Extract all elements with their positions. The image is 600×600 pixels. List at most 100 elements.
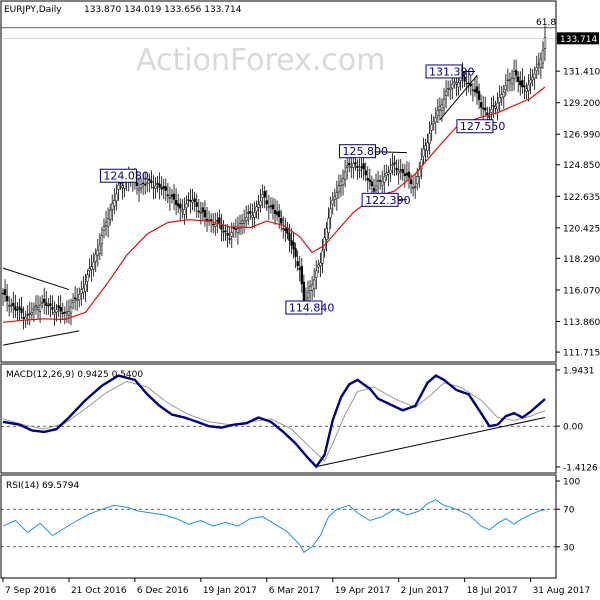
price-bar-body [387, 172, 390, 175]
price-bar-body [506, 79, 510, 82]
symbol-timeframe: EURJPY,Daily [4, 5, 62, 15]
price-bar-body [475, 86, 479, 94]
price-bar-body [24, 316, 27, 321]
ohlc-readout: 133.870 134.019 133.656 133.714 [84, 5, 242, 15]
price-bar-body [20, 308, 23, 313]
price-bar-body [535, 67, 538, 72]
price-bar-body [61, 312, 64, 314]
price-bar-body [113, 200, 116, 207]
price-annotation-label: 125.800 [342, 145, 388, 158]
price-bar-body [288, 233, 291, 241]
price-bar-body [356, 165, 359, 169]
price-bar-body [492, 105, 495, 107]
price-bar-body [533, 73, 536, 79]
price-bar-body [5, 295, 9, 302]
price-bar-body [236, 228, 240, 234]
price-bar-body [220, 225, 223, 230]
price-ytick-label: 113.860 [563, 318, 600, 328]
price-bar-body [8, 305, 11, 307]
price-bar-body [292, 241, 295, 250]
price-bar-body [321, 250, 324, 264]
macd-panel-frame [0, 363, 557, 474]
price-bar-body [255, 206, 258, 212]
price-annotation-box [425, 64, 463, 79]
price-bar-body [187, 199, 190, 201]
xtick-label: 18 Jul 2017 [467, 586, 518, 596]
price-bar-body [34, 305, 38, 307]
price-bar-body [14, 306, 17, 311]
trendline-triangle-upper [2, 267, 70, 291]
price-bar-body [490, 108, 493, 113]
price-bar-body [135, 182, 139, 187]
price-bar-body [543, 37, 547, 50]
price-bar-body [181, 209, 184, 212]
price-bar-body [527, 84, 530, 92]
price-bar-body [30, 312, 34, 315]
price-bar-body [209, 219, 213, 221]
price-bar-body [160, 187, 163, 190]
price-bar-body [16, 309, 19, 311]
price-bar-body [521, 80, 524, 88]
price-bar-body [391, 164, 394, 167]
price-bar-body [226, 233, 229, 236]
price-bar-body [141, 182, 145, 185]
macd-title: MACD(12,26,9) 0.9425 0.5400 [6, 370, 143, 380]
price-ytick-label: 120.425 [563, 224, 600, 234]
price-bar-body [440, 104, 444, 111]
rsi-ytick-label: 30 [563, 543, 575, 553]
price-annotation-box [285, 300, 323, 315]
price-bar-body [315, 270, 318, 278]
price-bar-body [104, 222, 108, 226]
price-bar-body [537, 63, 540, 66]
price-bar-body [343, 171, 347, 181]
price-bar-body [280, 218, 283, 224]
price-bar-body [265, 200, 268, 205]
price-bar-body [525, 88, 528, 92]
price-bar-body [232, 227, 235, 229]
price-bar-body [512, 71, 516, 79]
price-bar-body [234, 228, 238, 230]
price-bar-body [430, 124, 433, 131]
price-bar-body [174, 200, 178, 205]
price-bar-body [405, 172, 409, 176]
price-bar-body [203, 209, 207, 218]
macd-ytick-label: 1.9431 [563, 367, 595, 377]
price-bar-body [193, 198, 196, 202]
price-bar-body [482, 107, 485, 110]
price-bar-body [106, 218, 110, 227]
price-bar-body [82, 287, 85, 293]
last-price-label: 133.714 [560, 35, 597, 45]
price-ytick-label: 124.850 [563, 161, 600, 171]
macd-trendline [316, 417, 546, 468]
price-bar-body [337, 185, 341, 193]
xtick-label: 2 Jun 2017 [401, 586, 449, 596]
price-bar-body [185, 203, 188, 209]
price-bar-body [302, 281, 306, 303]
price-bar-body [432, 120, 435, 124]
xtick-label: 19 Jan 2017 [203, 586, 257, 596]
price-bar-body [197, 210, 200, 213]
price-annotation-box [456, 119, 494, 134]
price-annotation-label: 131.390 [429, 65, 475, 78]
price-bar-body [434, 117, 437, 123]
price-bar-body [467, 82, 470, 85]
macd-series-macd [2, 374, 546, 469]
price-bar-body [498, 96, 501, 103]
price-bar-body [144, 184, 147, 186]
price-ytick-label: 111.715 [563, 349, 600, 359]
xtick-label: 6 Mar 2017 [269, 586, 320, 596]
price-bar-body [168, 197, 172, 199]
price-bar-body [214, 224, 217, 227]
price-bar-body [230, 232, 233, 237]
price-bar-body [259, 200, 262, 206]
macd-ytick-label: -1.4126 [563, 464, 598, 474]
price-bar-body [453, 81, 456, 83]
price-bar-body [298, 267, 301, 270]
price-bar-body [63, 312, 66, 314]
price-bar-body [240, 220, 244, 224]
price-bar-body [329, 208, 332, 218]
xtick-label: 31 Aug 2017 [533, 586, 591, 596]
price-bar-body [45, 302, 48, 306]
